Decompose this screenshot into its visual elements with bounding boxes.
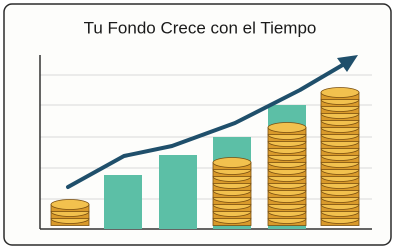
page: Tu Fondo Crece con el Tiempo (() => { co… bbox=[0, 0, 395, 249]
bar bbox=[159, 155, 197, 229]
coin-top bbox=[321, 88, 359, 98]
coin-top bbox=[268, 123, 306, 133]
title: Tu Fondo Crece con el Tiempo bbox=[84, 18, 317, 37]
bar bbox=[104, 175, 142, 229]
coin-top bbox=[51, 200, 89, 210]
coin-top bbox=[213, 158, 251, 168]
illustration: Tu Fondo Crece con el Tiempo bbox=[0, 0, 395, 249]
